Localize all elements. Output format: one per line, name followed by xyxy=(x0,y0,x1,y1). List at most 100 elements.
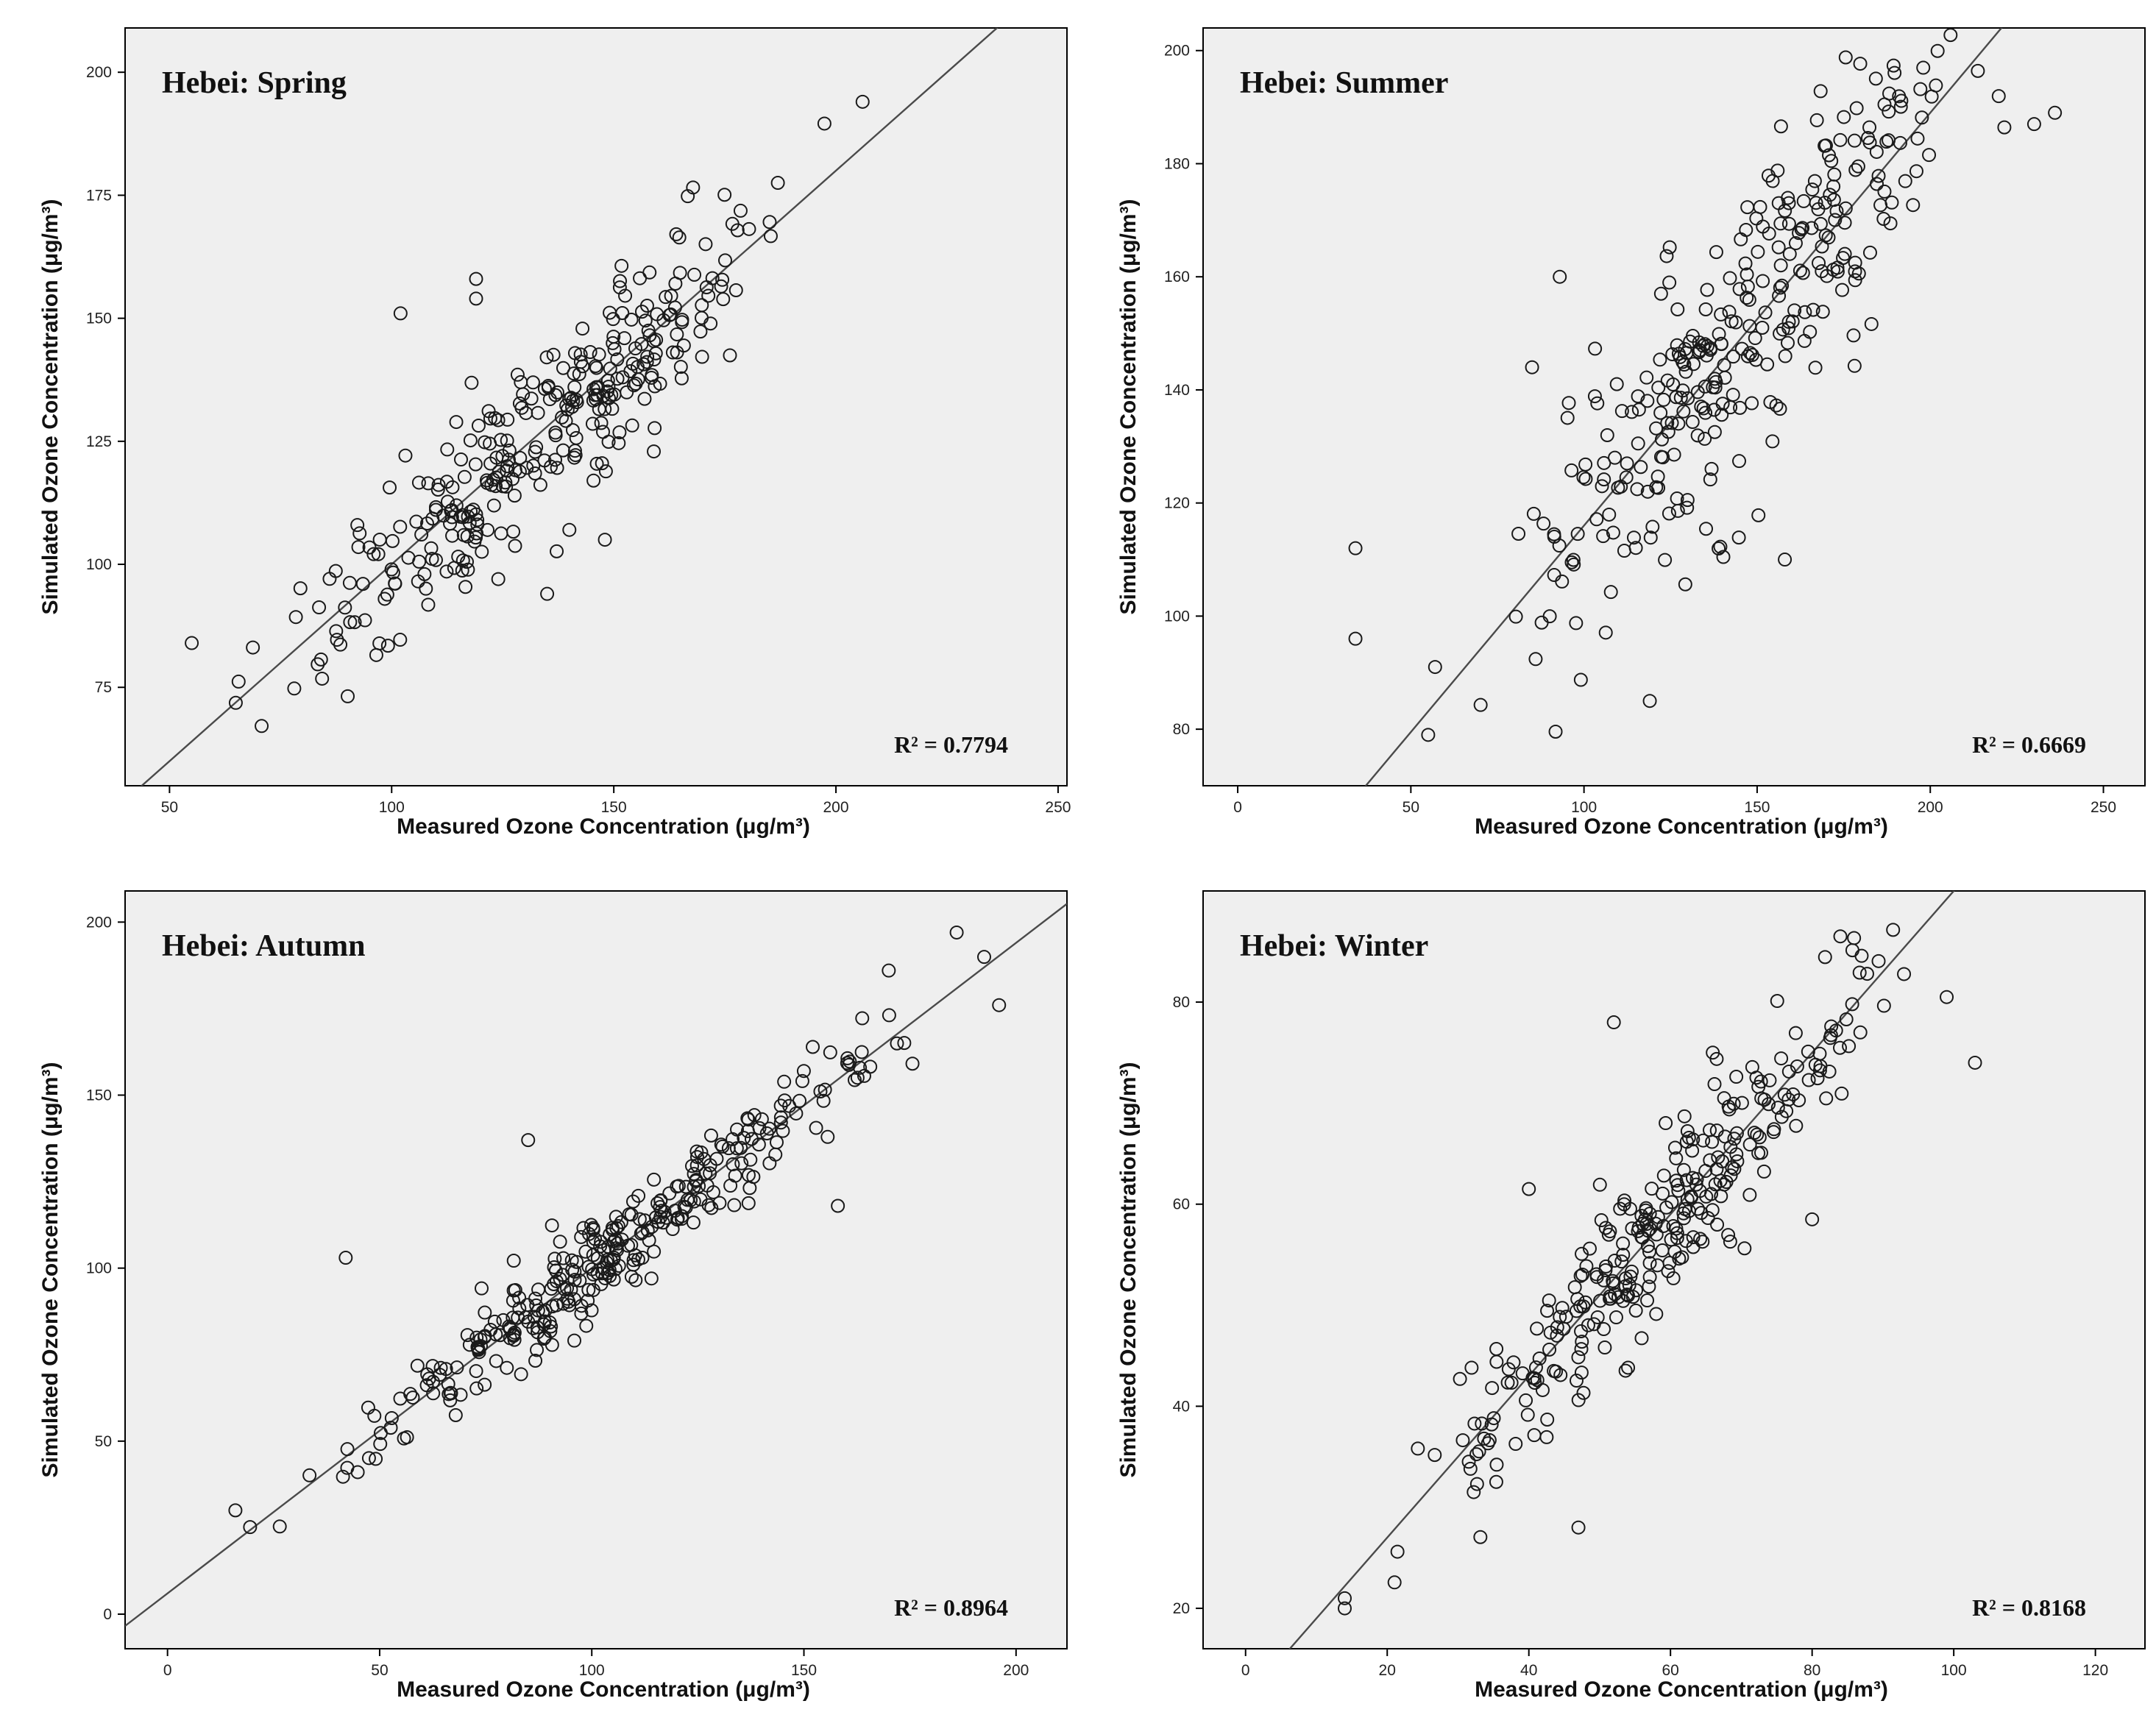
x-tick-label: 0 xyxy=(1241,1662,1250,1679)
data-point xyxy=(433,1368,447,1382)
data-point xyxy=(854,1045,869,1059)
data-point xyxy=(1756,1164,1771,1179)
data-point xyxy=(470,513,485,528)
data-point xyxy=(409,514,424,529)
data-point xyxy=(1805,182,1820,197)
data-point xyxy=(347,615,362,630)
data-point xyxy=(500,1360,514,1375)
data-point xyxy=(668,276,683,291)
data-point xyxy=(1835,283,1850,297)
x-axis-title: Measured Ozone Concentration (μg/m³) xyxy=(397,814,810,839)
data-point xyxy=(831,1198,845,1213)
data-point xyxy=(1489,1354,1504,1369)
data-point xyxy=(1579,1259,1594,1274)
data-point xyxy=(1540,1304,1555,1318)
data-point xyxy=(1781,196,1796,210)
data-point xyxy=(1609,1310,1623,1325)
data-point xyxy=(1968,1055,1982,1070)
data-point xyxy=(728,283,743,297)
data-point xyxy=(640,349,655,364)
data-point xyxy=(1606,1015,1621,1030)
data-point xyxy=(1792,263,1807,278)
data-point xyxy=(1592,1177,1607,1192)
data-point xyxy=(1742,1187,1757,1202)
data-point xyxy=(1640,1239,1655,1254)
data-point xyxy=(1571,1393,1586,1407)
data-point xyxy=(1669,390,1684,405)
data-point xyxy=(653,1210,668,1224)
data-point xyxy=(1656,1186,1670,1201)
data-point xyxy=(1818,138,1833,153)
data-point xyxy=(592,402,606,416)
data-point xyxy=(558,413,573,428)
data-point xyxy=(1898,174,1912,188)
data-point xyxy=(650,1196,665,1211)
data-point xyxy=(1571,1520,1586,1535)
data-point xyxy=(496,1313,511,1327)
data-point xyxy=(639,298,654,313)
data-point xyxy=(1781,1064,1796,1079)
data-point xyxy=(439,475,454,489)
data-point xyxy=(818,1082,832,1097)
data-point xyxy=(1598,1221,1613,1235)
data-point xyxy=(1678,364,1693,379)
data-point xyxy=(1590,396,1605,411)
data-point xyxy=(703,1166,717,1181)
data-point xyxy=(1714,307,1728,322)
data-point xyxy=(1806,302,1820,317)
data-point xyxy=(1714,1189,1728,1204)
data-point xyxy=(664,307,678,322)
data-point xyxy=(573,355,588,369)
data-point xyxy=(338,1251,353,1265)
data-point xyxy=(773,1110,788,1125)
data-point xyxy=(1871,953,1886,968)
data-point xyxy=(1639,370,1654,385)
data-point xyxy=(556,1268,570,1282)
data-point xyxy=(586,473,601,488)
x-tick-label: 0 xyxy=(1233,799,1242,816)
data-point xyxy=(1680,1192,1695,1207)
data-point xyxy=(457,469,472,484)
data-point xyxy=(1574,1342,1589,1357)
data-point xyxy=(1707,1077,1722,1092)
data-point xyxy=(1670,302,1685,316)
data-point xyxy=(1588,341,1603,356)
data-point xyxy=(1556,1321,1571,1336)
data-point xyxy=(1699,522,1714,536)
y-tick-label: 200 xyxy=(1164,43,1190,60)
data-point xyxy=(1549,1364,1564,1379)
data-point xyxy=(1824,154,1839,168)
data-point xyxy=(293,581,308,596)
data-point xyxy=(491,413,506,427)
data-point xyxy=(425,552,439,567)
data-point xyxy=(1643,530,1658,545)
r-squared-label: R² = 0.6669 xyxy=(1972,731,2086,758)
data-point xyxy=(421,476,436,491)
data-point xyxy=(431,477,446,492)
data-point xyxy=(1669,1173,1684,1188)
data-point xyxy=(743,1152,758,1167)
data-point xyxy=(1603,585,1618,600)
data-point xyxy=(1837,216,1852,230)
data-point xyxy=(695,298,709,313)
data-point xyxy=(565,399,580,414)
data-point xyxy=(470,517,485,532)
data-point xyxy=(1822,1064,1837,1079)
data-point xyxy=(1845,943,1859,958)
data-point xyxy=(695,349,709,364)
data-point xyxy=(1722,305,1737,319)
data-point xyxy=(1553,1368,1568,1382)
data-point xyxy=(478,1305,492,1320)
data-point xyxy=(1771,240,1786,255)
y-tick-label: 150 xyxy=(86,1087,112,1104)
data-point xyxy=(495,479,510,494)
y-tick-label: 180 xyxy=(1164,155,1190,172)
r-squared-label: R² = 0.7794 xyxy=(894,731,1008,758)
data-point xyxy=(638,313,653,328)
data-point xyxy=(742,221,756,236)
data-point xyxy=(1660,373,1675,388)
data-point xyxy=(1566,553,1581,567)
data-point xyxy=(440,494,455,509)
y-tick-label: 150 xyxy=(86,310,112,327)
data-point xyxy=(653,1200,667,1215)
